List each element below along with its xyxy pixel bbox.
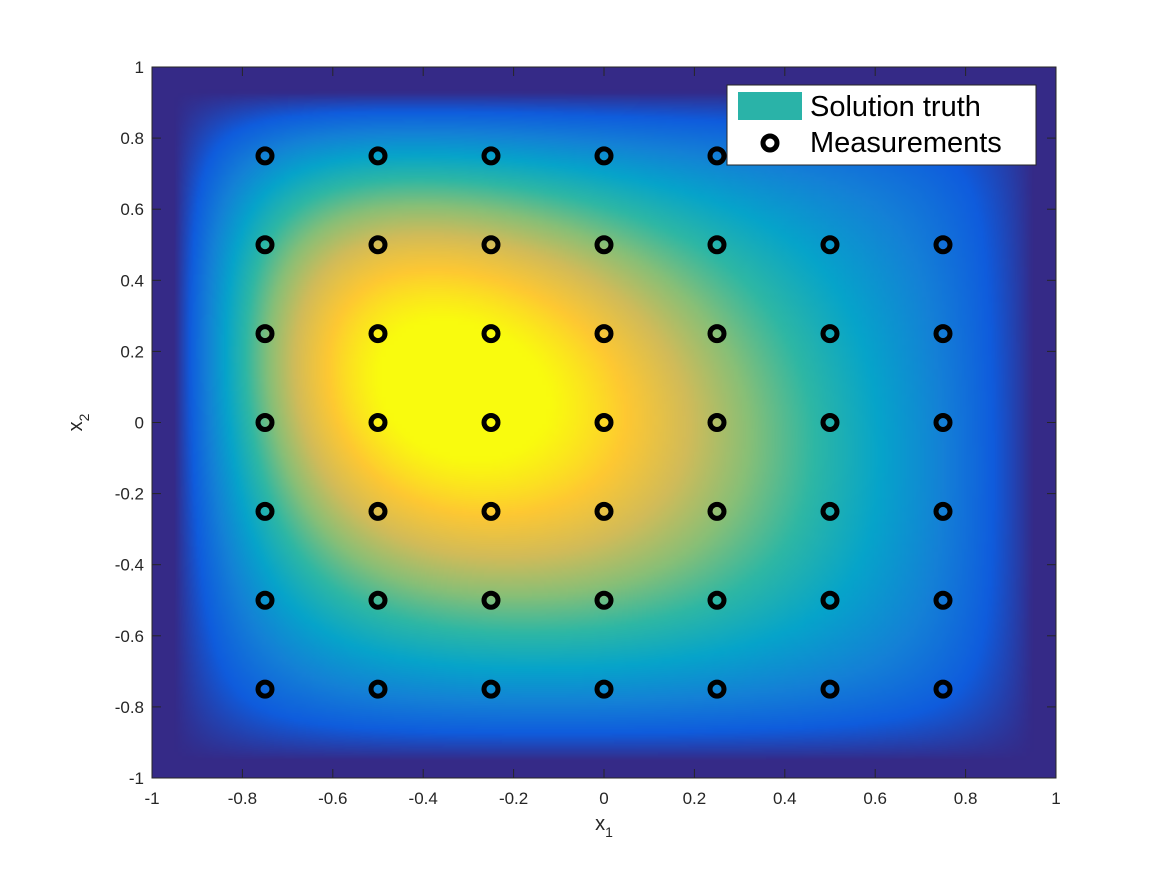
y-tick-label: 1 [135,58,144,77]
measurement-marker [368,679,388,699]
measurement-marker [255,590,275,610]
measurement-marker [820,590,840,610]
measurement-marker [481,235,501,255]
measurement-marker [707,679,727,699]
y-tick-label: 0.2 [120,342,144,361]
legend-swatch-solution-truth [738,92,802,120]
plot-area [151,66,1057,779]
measurement-marker [368,501,388,521]
measurement-marker [255,324,275,344]
x-tick-label: -0.4 [409,789,438,808]
x-tick-label: -0.2 [499,789,528,808]
y-axis-label-sub: 2 [76,413,92,421]
x-tick-label: -0.6 [318,789,347,808]
measurement-marker [933,413,953,432]
y-tick-label: -0.2 [115,485,144,504]
measurement-marker [933,235,953,255]
legend-marker-measurements [760,133,780,153]
measurement-marker [594,413,614,432]
measurement-marker [820,235,840,255]
measurement-marker [368,146,388,166]
measurement-marker [707,501,727,521]
measurement-marker [481,679,501,699]
measurement-marker [707,324,727,344]
measurement-marker [820,413,840,432]
measurement-marker [594,590,614,610]
measurement-markers [255,146,953,699]
measurement-marker [594,324,614,344]
x-tick-label: 0.2 [683,789,707,808]
x-axis-label-base: x [595,813,605,835]
y-tick-label: 0 [135,414,144,433]
measurement-marker [255,413,275,432]
measurement-marker [707,590,727,610]
y-tick-label: -0.4 [115,556,144,575]
legend-label-measurements: Measurements [810,127,1002,159]
measurement-marker [368,324,388,344]
measurement-marker [368,413,388,432]
y-tick-label: 0.8 [120,129,144,148]
x-tick-label: 0.8 [954,789,978,808]
x-tick-label: 0.4 [773,789,797,808]
measurement-marker [594,501,614,521]
y-tick-label: -0.6 [115,627,144,646]
x-tick-label: -1 [144,789,159,808]
measurement-marker [481,590,501,610]
x-axis-label-sub: 1 [605,824,613,840]
measurement-marker [255,679,275,699]
measurement-marker [820,679,840,699]
measurement-marker [707,146,727,166]
measurement-marker [481,413,501,432]
y-axis-label-base: x [65,421,87,431]
measurement-marker [707,413,727,432]
measurement-marker [933,679,953,699]
heatmap-surface [152,67,1056,778]
x-tick-label: -0.8 [228,789,257,808]
y-axis-label: x2 [65,413,92,431]
x-tick-label: 0 [599,789,608,808]
measurement-marker [820,324,840,344]
measurement-marker [594,146,614,166]
measurement-marker [707,235,727,255]
x-tick-label: 1 [1051,789,1060,808]
legend: Solution truth Measurements [726,84,1037,166]
measurement-marker [481,501,501,521]
y-tick-label: -1 [129,769,144,788]
y-tick-label: -0.8 [115,698,144,717]
x-axis-label: x1 [595,813,613,840]
measurement-marker [368,235,388,255]
measurement-marker [255,501,275,521]
measurement-marker [933,501,953,521]
measurement-marker [594,235,614,255]
measurement-marker [255,146,275,166]
measurement-marker [255,235,275,255]
y-tick-label: 0.6 [120,200,144,219]
measurement-marker [368,590,388,610]
legend-label-solution-truth: Solution truth [810,91,981,123]
y-axis-ticks: -1 -0.8 -0.6 -0.4 -0.2 0 0.2 0.4 0.6 0.8 1 [115,58,1056,788]
measurement-marker [594,679,614,699]
measurement-marker [820,501,840,521]
measurement-marker [481,146,501,166]
y-tick-label: 0.4 [120,271,144,290]
measurement-marker [481,324,501,344]
measurement-marker [933,590,953,610]
measurement-marker [933,324,953,344]
x-tick-label: 0.6 [863,789,887,808]
x-axis-ticks: -1 -0.8 -0.6 -0.4 -0.2 0 0.2 0.4 0.6 0.8 1 [144,67,1061,808]
